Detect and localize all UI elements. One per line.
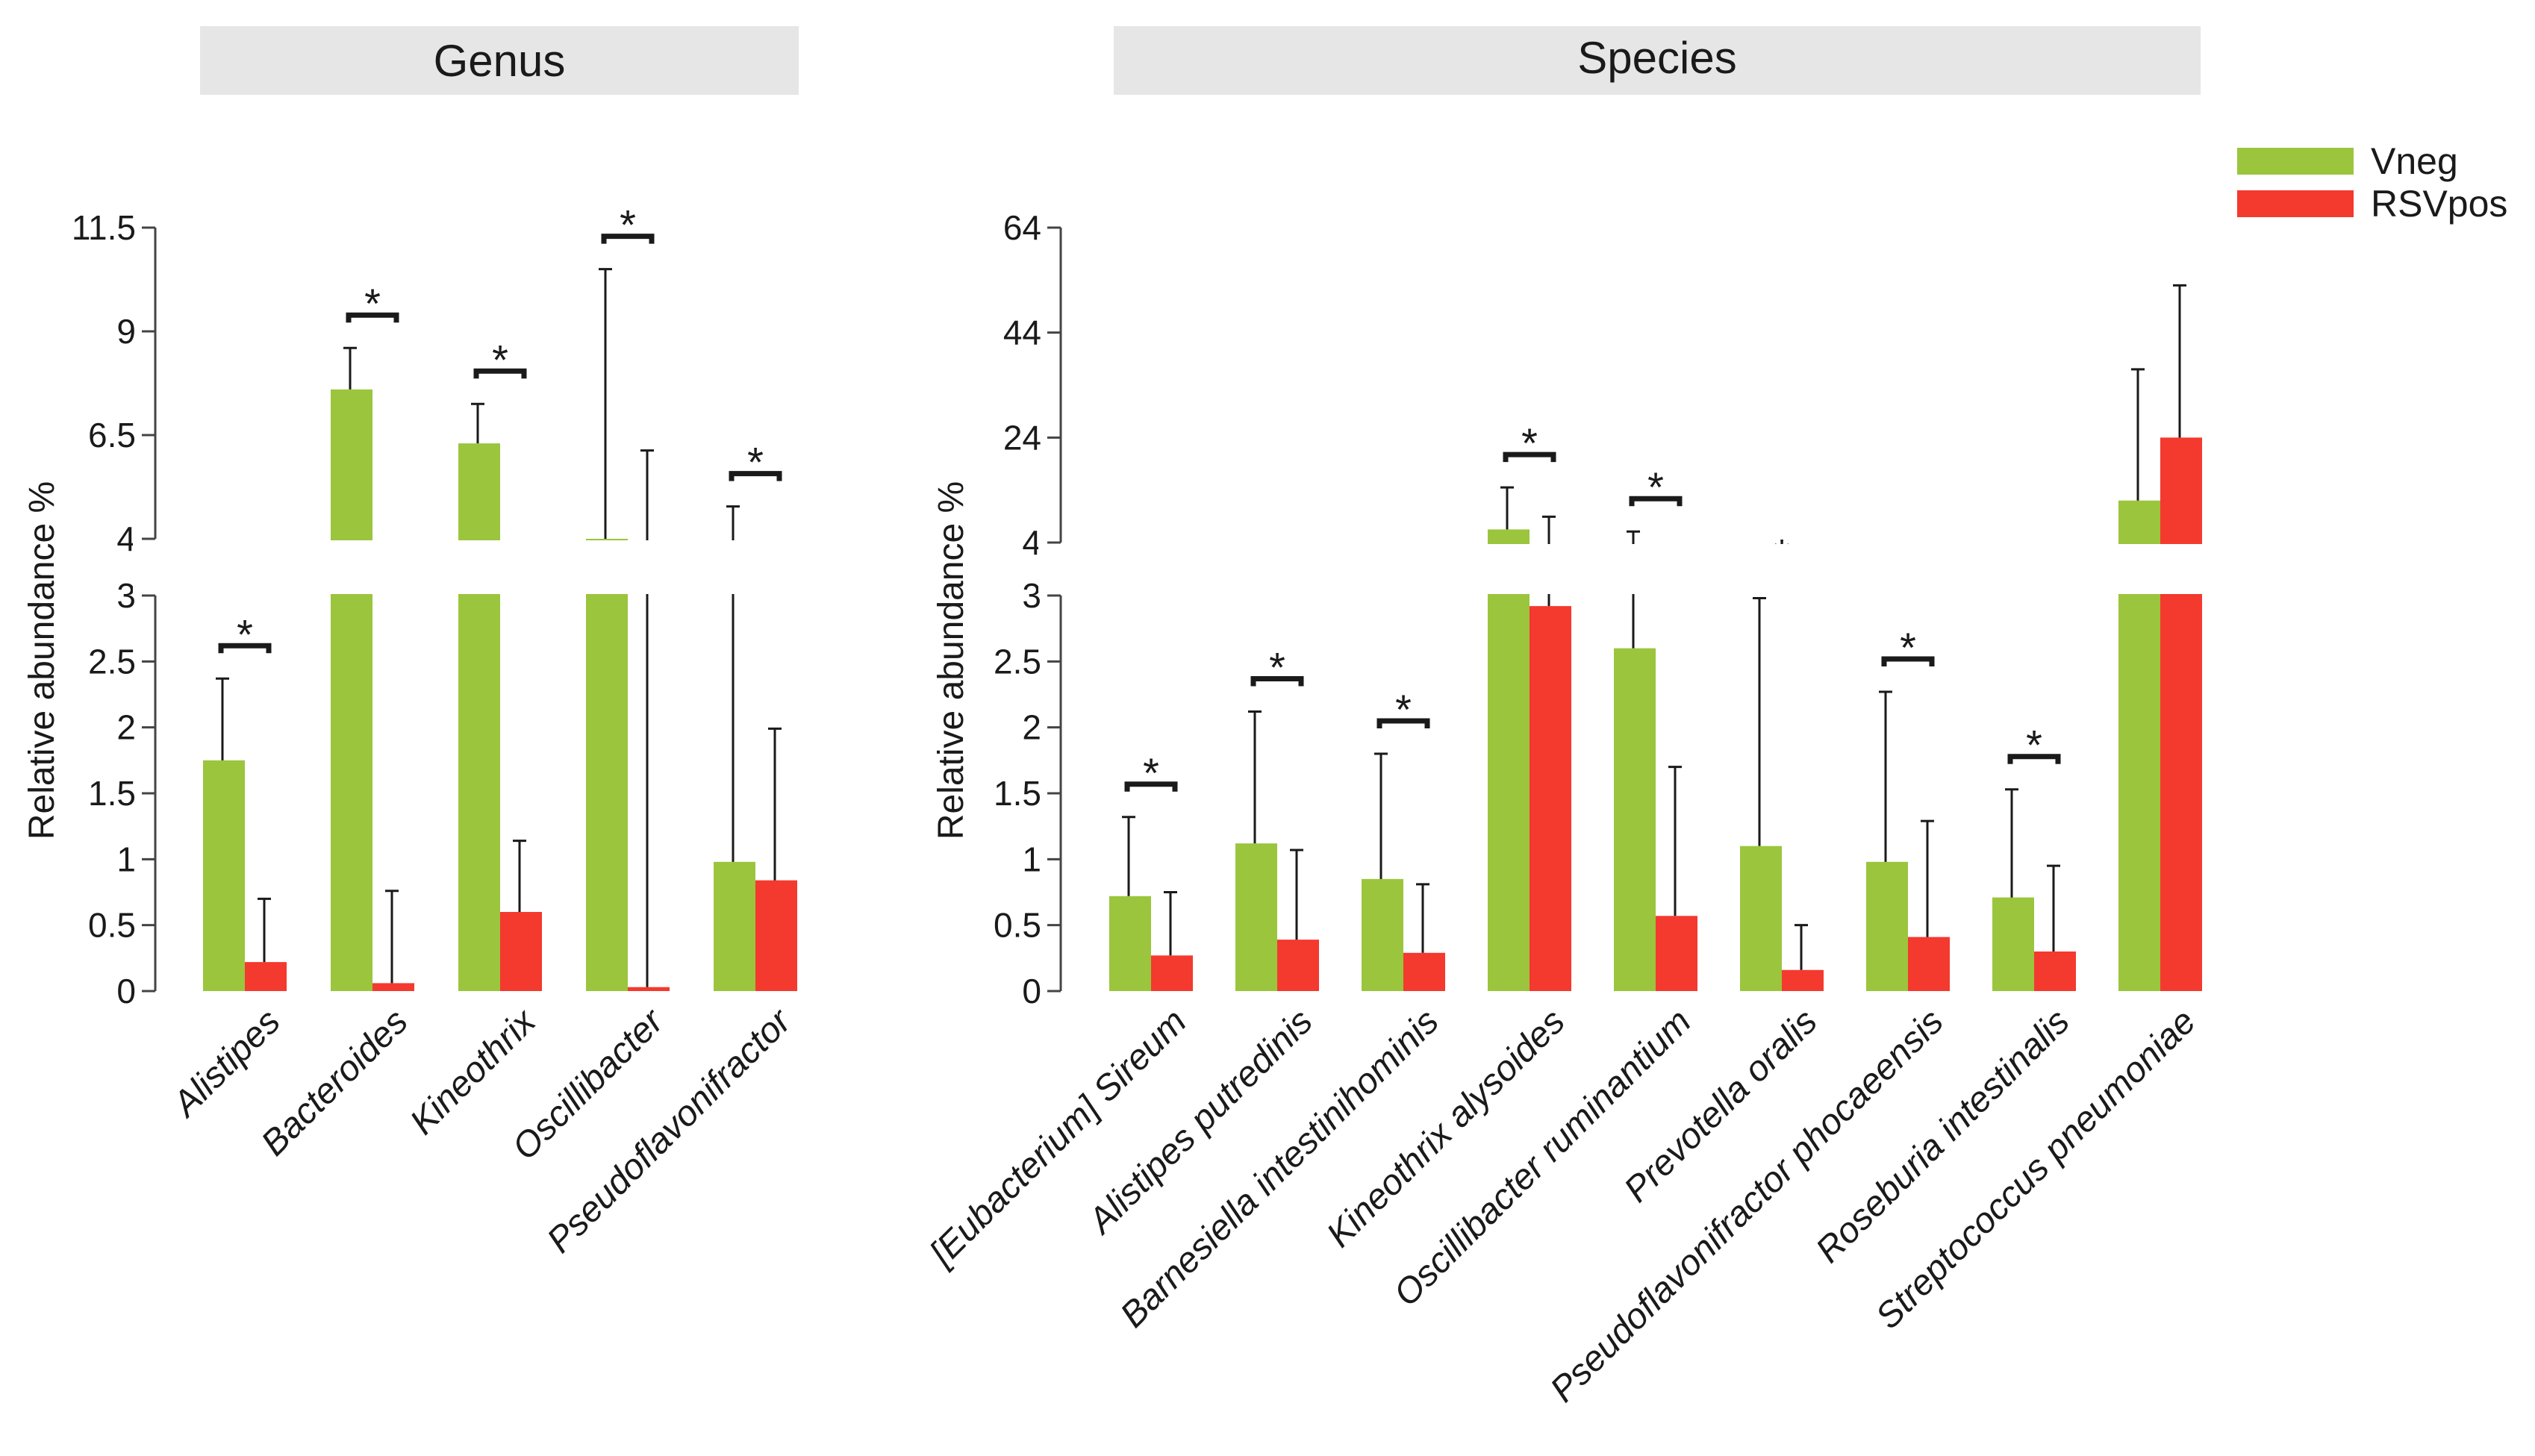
species-y-tick-label: 3: [1022, 576, 1041, 615]
genus-y-tick-label: 4: [116, 519, 136, 558]
species-y-tick-label: 1.5: [994, 774, 1041, 813]
genus-y-tick-label: 6.5: [88, 416, 136, 454]
species-y-tick-label: 44: [1003, 313, 1041, 352]
species-y-tick-label: 0: [1022, 972, 1041, 1010]
species-bar-pseudoflavonifractor-phocaeensis-vneg: [1866, 861, 1908, 991]
genus-y-tick-label: 2: [116, 708, 136, 747]
species-bar-streptococcus-pneumoniae-rsvpos: [2160, 437, 2202, 991]
species-bar-eubacterium-sireum-vneg: [1109, 896, 1151, 991]
species-bar-roseburia-intestinalis-rsvpos: [2034, 952, 2076, 991]
legend-swatch-rsvpos: [2237, 190, 2354, 217]
species-significance-bracket: [1503, 452, 1556, 463]
species-y-tick-label: 1: [1022, 840, 1041, 878]
species-bar-kineothrix-alysoides-vneg: [1488, 529, 1530, 991]
genus-bar-bacteroides-vneg: [331, 389, 372, 991]
species-y-tick-label: 2: [1022, 708, 1041, 747]
legend: Vneg RSVpos: [2237, 140, 2507, 225]
species-y-tick-label: 64: [1003, 208, 1041, 247]
genus-bar-pseudoflavonifractor-vneg: [714, 861, 755, 991]
genus-significance-bracket: [346, 312, 399, 323]
genus-bar-oscillibacter-rsvpos: [628, 987, 670, 991]
species-bar-prevotella-oralis-rsvpos: [1782, 969, 1824, 991]
legend-label-rsvpos: RSVpos: [2371, 183, 2507, 225]
genus-bar-pseudoflavonifractor-rsvpos: [755, 880, 797, 991]
species-panel-title: Species: [1577, 33, 1736, 83]
species-bar-kineothrix-alysoides-rsvpos: [1530, 606, 1571, 991]
genus-y-tick-label: 1: [116, 840, 136, 878]
genus-bar-alistipes-rsvpos: [245, 962, 287, 991]
species-bar-alistipes-putredinis-vneg: [1235, 843, 1277, 991]
species-significance-star: *: [1521, 419, 1538, 466]
species-bar-alistipes-putredinis-rsvpos: [1277, 940, 1319, 991]
genus-y-tick-label: 3: [116, 576, 136, 615]
genus-bar-bacteroides-rsvpos: [372, 983, 414, 991]
species-significance-star: *: [1900, 624, 1916, 671]
genus-panel-header: [200, 26, 799, 95]
species-y-tick-label: 2.5: [994, 642, 1041, 681]
genus-y-tick-label: 1.5: [88, 774, 136, 813]
genus-y-tick-label: 0.5: [88, 906, 136, 945]
genus-y-tick-label: 11.5: [72, 208, 136, 247]
species-significance-star: *: [1395, 686, 1412, 733]
species-significance-star: *: [1269, 643, 1285, 690]
legend-label-vneg: Vneg: [2371, 140, 2458, 182]
species-significance-bracket: [2007, 754, 2061, 764]
species-bar-barnesiella-intestinihominis-vneg: [1362, 878, 1403, 991]
genus-bar-kineothrix-vneg: [458, 443, 500, 991]
genus-bar-kineothrix-rsvpos: [500, 912, 542, 991]
genus-significance-star: *: [237, 610, 253, 657]
genus-bar-oscillibacter-vneg: [586, 539, 628, 991]
species-significance-bracket: [1376, 718, 1430, 728]
genus-panel-title: Genus: [434, 36, 566, 86]
genus-significance-bracket: [729, 471, 782, 481]
species-bar-prevotella-oralis-vneg: [1740, 846, 1782, 991]
genus-significance-bracket: [601, 234, 655, 244]
species-bar-roseburia-intestinalis-vneg: [1992, 897, 2034, 991]
species-significance-star: *: [1143, 749, 1159, 796]
species-y-tick-label: 24: [1003, 418, 1041, 457]
species-significance-bracket: [1629, 496, 1683, 507]
genus-y-tick-label: 9: [116, 312, 136, 351]
genus-significance-star: *: [492, 336, 508, 383]
genus-y-tick-label: 2.5: [88, 642, 136, 681]
species-significance-star: *: [2026, 722, 2042, 769]
legend-swatch-vneg: [2237, 148, 2354, 175]
species-y-tick-label: 4: [1022, 523, 1041, 562]
species-y-tick-label: 0.5: [994, 906, 1041, 945]
genus-significance-bracket: [473, 368, 527, 379]
species-bar-oscillibacter-ruminantium-rsvpos: [1656, 916, 1697, 991]
genus-significance-bracket: [218, 643, 272, 654]
genus-y-tick-label: 0: [116, 972, 136, 1010]
species-y-axis-label: Relative abundance %: [932, 481, 971, 840]
species-significance-bracket: [1250, 675, 1304, 687]
genus-bar-alistipes-vneg: [203, 760, 245, 991]
species-panel-header: [1114, 26, 2201, 95]
genus-y-axis-label: Relative abundance %: [22, 481, 62, 840]
genus-significance-star: *: [747, 439, 764, 486]
genus-significance-star: *: [364, 280, 381, 327]
species-bar-oscillibacter-ruminantium-vneg: [1614, 648, 1656, 991]
species-bar-eubacterium-sireum-rsvpos: [1151, 955, 1193, 991]
genus-significance-star: *: [620, 201, 636, 249]
species-bar-pseudoflavonifractor-phocaeensis-rsvpos: [1908, 937, 1950, 991]
species-axis-break: [1038, 544, 2232, 594]
species-bar-barnesiella-intestinihominis-rsvpos: [1403, 952, 1445, 991]
species-significance-star: *: [1647, 463, 1664, 510]
genus-axis-break: [133, 540, 827, 594]
species-significance-bracket: [1881, 656, 1935, 666]
species-significance-bracket: [1124, 781, 1178, 792]
